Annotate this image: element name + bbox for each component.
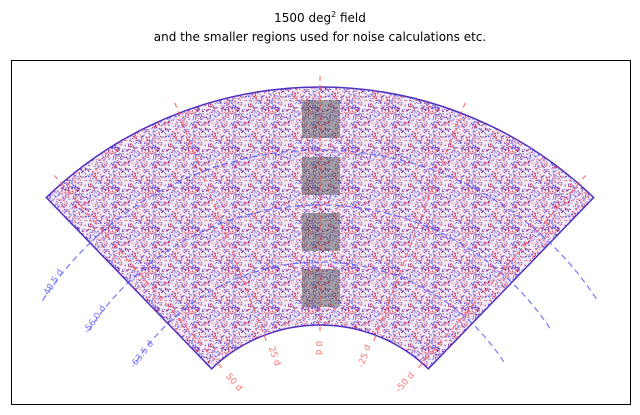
subtitle: and the smaller regions used for noise c… bbox=[154, 30, 486, 44]
dec-circle bbox=[135, 261, 505, 363]
ra-label: 25 d bbox=[266, 345, 282, 367]
ra-line bbox=[373, 102, 466, 342]
noise-region bbox=[302, 269, 340, 307]
ra-label: -50 d bbox=[394, 371, 417, 395]
dec-label: -56.0 d bbox=[82, 304, 108, 336]
noise-region bbox=[302, 100, 340, 138]
ra-label: 50 d bbox=[223, 372, 244, 394]
ra-line bbox=[417, 174, 587, 369]
ra-line bbox=[53, 174, 223, 369]
frame bbox=[11, 60, 631, 405]
ra-label: 0 d bbox=[313, 341, 323, 355]
title: 1500 deg2 field bbox=[274, 10, 366, 25]
title-main: 1500 deg bbox=[274, 11, 331, 25]
noise-region bbox=[302, 157, 340, 195]
dec-label: -48.5 d bbox=[41, 268, 66, 300]
ra-line bbox=[174, 102, 267, 342]
dec-label: -63.5 d bbox=[129, 339, 157, 370]
ra-label: -25 d bbox=[356, 344, 373, 369]
title-superscript: 2 bbox=[331, 10, 336, 19]
title-suffix: field bbox=[336, 11, 366, 25]
graticule bbox=[41, 76, 599, 369]
noise-region bbox=[302, 213, 340, 251]
